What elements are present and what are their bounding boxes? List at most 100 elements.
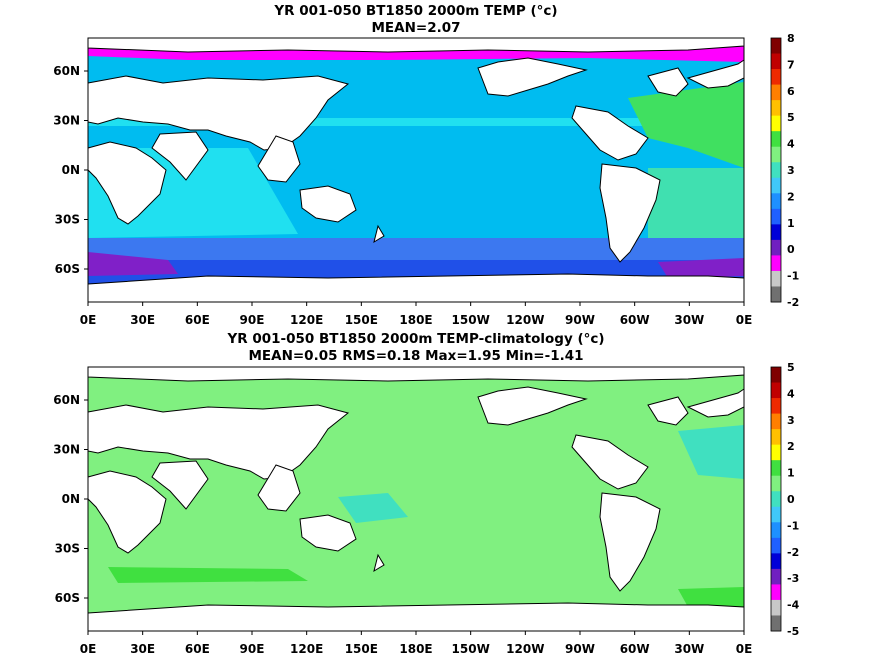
- colorbar-swatch: [771, 460, 781, 477]
- x-tick-label: 120W: [506, 313, 544, 327]
- colorbar-swatch: [771, 599, 781, 616]
- colorbar-swatch: [771, 162, 781, 179]
- colorbar-label: 0: [787, 243, 795, 256]
- top-map-title: YR 001-050 BT1850 2000m TEMP (°c): [274, 3, 558, 19]
- australia-landmass: [299, 514, 357, 552]
- colorbar-label: 5: [787, 111, 795, 124]
- x-tick-label: 0E: [736, 313, 753, 327]
- colorbar-swatch: [771, 193, 781, 210]
- alaska-landmass: [477, 386, 588, 426]
- x-tick-label: 60E: [185, 642, 210, 656]
- x-tick-label: 0E: [80, 313, 97, 327]
- colorbar-label: -3: [787, 572, 799, 585]
- colorbar-swatch: [771, 553, 781, 570]
- alaska-landmass: [477, 57, 588, 97]
- colorbar-frame: [770, 37, 782, 303]
- colorbar-swatch: [771, 506, 781, 523]
- southern-band-west: [108, 567, 308, 583]
- arabia-landmass: [151, 131, 209, 181]
- greenland-landmass: [647, 396, 689, 426]
- top-map-panel: 0E 30E 60E 90E 120E 150E 180E 150W 120W 90W 60W 30W…: [53, 32, 799, 327]
- colorbar-swatch: [771, 239, 781, 256]
- colorbar-swatch: [771, 615, 781, 632]
- x-tick-label: 0E: [736, 642, 753, 656]
- colorbar-swatch: [771, 53, 781, 70]
- australia-landmass: [299, 185, 357, 223]
- x-tick-label: 30W: [674, 313, 704, 327]
- colorbar-swatch: [771, 146, 781, 163]
- colorbar-swatch: [771, 444, 781, 461]
- antarctica-landmass: [87, 273, 745, 303]
- southern-band-east: [678, 587, 744, 607]
- x-tick-label: 120W: [506, 642, 544, 656]
- arabia-landmass: [151, 460, 209, 510]
- x-tick-label: 120E: [290, 313, 323, 327]
- colorbar-swatch: [771, 177, 781, 194]
- colorbar-swatch: [771, 537, 781, 554]
- colorbar-swatch: [771, 115, 781, 132]
- greenland-landmass: [647, 67, 689, 97]
- colorbar-label: 7: [787, 58, 795, 71]
- colorbar-label: -5: [787, 625, 799, 638]
- colorbar-swatch: [771, 429, 781, 446]
- bottom-map-title: YR 001-050 BT1850 2000m TEMP-climatology…: [227, 331, 605, 347]
- north-america-landmass: [571, 105, 649, 161]
- colorbar-swatch: [771, 131, 781, 148]
- y-tick-label: 60S: [55, 262, 80, 276]
- x-tick-label: 180E: [399, 313, 432, 327]
- x-tick-label: 150W: [452, 313, 490, 327]
- top-map-subtitle: MEAN=2.07: [371, 20, 461, 36]
- colorbar-label: -2: [787, 296, 799, 309]
- africa-landmass: [87, 141, 167, 225]
- antarctica-landmass: [87, 602, 745, 632]
- colorbar-label: -4: [787, 599, 800, 612]
- colorbar-swatch: [771, 398, 781, 415]
- y-tick-label: 30N: [53, 114, 80, 128]
- x-tick-label: 30E: [130, 642, 155, 656]
- colorbar-label: 2: [787, 440, 795, 453]
- bottom-map-panel: 0E 30E 60E 90E 120E 150E 180E 150W 120W 90W 60W 30W…: [53, 361, 799, 656]
- colorbar-swatch: [771, 491, 781, 508]
- colorbar-swatch: [771, 382, 781, 399]
- colorbar-swatch: [771, 584, 781, 601]
- colorbar-swatch: [771, 270, 781, 287]
- maritime-patch: [338, 493, 408, 523]
- colorbar-label: 0: [787, 493, 795, 506]
- polar-patch-west: [88, 252, 178, 276]
- x-tick-label: 60W: [620, 642, 650, 656]
- india-landmass: [257, 464, 301, 512]
- y-tick-label: 60N: [53, 393, 80, 407]
- colorbar-swatch: [771, 69, 781, 86]
- colorbar: 5 4 3 2 1 0 -1 -2 -3 -4 -5: [770, 361, 800, 638]
- india-landmass: [257, 135, 301, 183]
- colorbar-swatch: [771, 255, 781, 272]
- circumpolar-band: [88, 238, 744, 260]
- y-tick-label: 30S: [55, 213, 80, 227]
- y-tick-label: 0N: [62, 492, 80, 506]
- colorbar-swatch: [771, 367, 781, 384]
- colorbar-label: 8: [787, 32, 795, 45]
- south-america-landmass: [599, 492, 661, 592]
- colorbar-label: 6: [787, 85, 795, 98]
- new-zealand-landmass: [373, 224, 385, 244]
- north-america-landmass: [571, 434, 649, 490]
- land-group: [87, 37, 745, 303]
- colorbar-swatch: [771, 522, 781, 539]
- x-tick-label: 150E: [345, 642, 378, 656]
- x-tick-label: 150E: [345, 313, 378, 327]
- polar-patch-east: [658, 258, 744, 278]
- north-atlantic: [628, 82, 744, 168]
- colorbar-label: 4: [787, 387, 795, 400]
- y-tick-label: 30S: [55, 542, 80, 556]
- x-tick-label: 150W: [452, 642, 490, 656]
- colorbar-label: -1: [787, 519, 799, 532]
- colorbar-swatch: [771, 38, 781, 55]
- colorbar-label: -2: [787, 546, 799, 559]
- x-tick-label: 60W: [620, 313, 650, 327]
- x-tick-label: 0E: [80, 642, 97, 656]
- arctic-coast: [87, 366, 745, 382]
- colorbar-swatch: [771, 100, 781, 117]
- colorbar-frame: [770, 366, 782, 632]
- colorbar: 8 7 6 5 4 3 2 1 0 -1 -2: [770, 32, 799, 309]
